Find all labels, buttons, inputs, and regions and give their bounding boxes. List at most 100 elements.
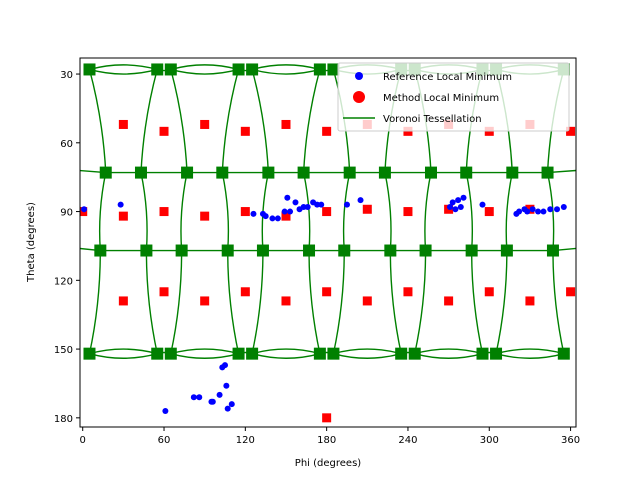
reference-minimum-point — [281, 208, 288, 215]
voronoi-edge — [88, 69, 107, 173]
method-minimum-point — [484, 287, 494, 297]
voronoi-edge — [308, 250, 321, 354]
x-tick-label: 300 — [480, 435, 499, 446]
method-minimum-point — [118, 211, 128, 221]
voronoi-vertex — [297, 166, 310, 179]
voronoi-vertex — [546, 244, 559, 257]
voronoi-vertex — [313, 63, 326, 76]
voronoi-edge — [89, 348, 158, 355]
voronoi-edge — [546, 172, 555, 251]
reference-minimum-point — [292, 199, 299, 206]
reference-minimum-point — [81, 206, 88, 213]
reference-minimum-point — [190, 394, 197, 401]
method-minimum-point — [240, 287, 250, 297]
x-axis-label: Phi (degrees) — [295, 458, 361, 469]
method-minimum-point — [525, 296, 535, 306]
method-minimum-point — [484, 207, 494, 217]
plot-frame — [79, 57, 577, 428]
voronoi-vertex — [378, 166, 391, 179]
reference-minimum-point — [209, 398, 216, 405]
reference-minimum-point — [117, 201, 124, 208]
method-minimum-point — [240, 207, 250, 217]
method-minimum-point — [566, 287, 576, 297]
voronoi-edge — [251, 348, 321, 355]
y-tick-label: 150 — [54, 345, 73, 356]
voronoi-edge — [170, 69, 188, 173]
method-minimum-point — [281, 211, 291, 221]
voronoi-edge — [495, 348, 564, 355]
voronoi-vertex — [465, 244, 478, 257]
voronoi-vertex — [313, 347, 326, 360]
voronoi-edge — [145, 250, 158, 354]
voronoi-edge — [495, 250, 508, 354]
voronoi-middle-line-upper — [80, 169, 576, 174]
voronoi-vertex — [541, 166, 554, 179]
voronoi-edge — [227, 250, 240, 354]
legend-box — [337, 62, 570, 132]
y-axis-label: Theta (degrees) — [26, 202, 37, 283]
method-minimum-point — [240, 126, 250, 136]
voronoi-edge — [342, 172, 351, 251]
reference-minimum-point — [287, 208, 294, 215]
voronoi-vertex — [83, 347, 96, 360]
voronoi-edge — [414, 348, 483, 355]
voronoi-vertex — [232, 347, 245, 360]
reference-minimum-point — [529, 206, 536, 213]
reference-minimum-point — [449, 199, 456, 206]
reference-minimum-point — [452, 206, 459, 213]
reference-minimum-point — [524, 208, 531, 215]
y-tick-label: 60 — [60, 139, 73, 150]
method-minimum-point — [118, 296, 128, 306]
voronoi-edge — [180, 172, 188, 251]
voronoi-edge — [552, 250, 565, 354]
voronoi-edge — [170, 348, 239, 355]
voronoi-vertex — [424, 166, 437, 179]
voronoi-edge — [98, 172, 107, 251]
voronoi-vertex — [175, 244, 188, 257]
y-tick-label: 30 — [60, 70, 73, 81]
voronoi-vertex — [476, 347, 489, 360]
voronoi-vertex — [134, 166, 147, 179]
method-minimum-point — [444, 296, 454, 306]
voronoi-vertex — [506, 166, 519, 179]
voronoi-edge — [251, 68, 321, 75]
voronoi-vertex — [246, 63, 259, 76]
voronoi-vertex — [557, 347, 570, 360]
reference-minimum-point — [554, 206, 561, 213]
reference-minimum-point — [304, 203, 311, 210]
voronoi-edge — [89, 68, 158, 75]
voronoi-edge — [333, 348, 402, 355]
method-minimum-point — [566, 126, 576, 136]
reference-minimum-point — [223, 382, 230, 389]
voronoi-edge — [170, 352, 239, 359]
method-minimum-point — [200, 296, 210, 306]
method-minimum-point — [403, 207, 413, 217]
reference-minimum-point — [457, 203, 464, 210]
method-minimum-point — [159, 207, 169, 217]
reference-minimum-point — [262, 213, 269, 220]
reference-minimum-point — [196, 394, 203, 401]
voronoi-vertex — [343, 166, 356, 179]
reference-minimum-point — [547, 206, 554, 213]
voronoi-edge — [251, 250, 264, 354]
x-tick-label: 180 — [317, 435, 336, 446]
voronoi-vertex — [460, 166, 473, 179]
method-minimum-point — [281, 119, 291, 129]
legend-voronoi-label: Voronoi Tessellation — [383, 114, 482, 125]
axis-ticks: 0 60 120 180 240 300 360 30 60 90 120 150 180 — [54, 70, 580, 446]
legend: Reference Local Minimum Method Local Min… — [337, 62, 570, 132]
voronoi-vertex — [151, 347, 164, 360]
voronoi-edge — [88, 250, 102, 354]
method-minimum-point — [200, 211, 210, 221]
voronoi-vertex — [99, 166, 112, 179]
voronoi-vertex — [164, 63, 177, 76]
reference-minimum-point — [357, 197, 364, 204]
reference-minimum-point — [535, 208, 542, 215]
method-minimum-point — [200, 119, 210, 129]
voronoi-edge — [384, 172, 392, 251]
reference-minimum-point — [269, 215, 276, 222]
legend-method-label: Method Local Minimum — [383, 93, 499, 104]
reference-minimum-point — [516, 208, 523, 215]
method-minimum-point — [322, 207, 332, 217]
voronoi-vertex — [490, 347, 503, 360]
